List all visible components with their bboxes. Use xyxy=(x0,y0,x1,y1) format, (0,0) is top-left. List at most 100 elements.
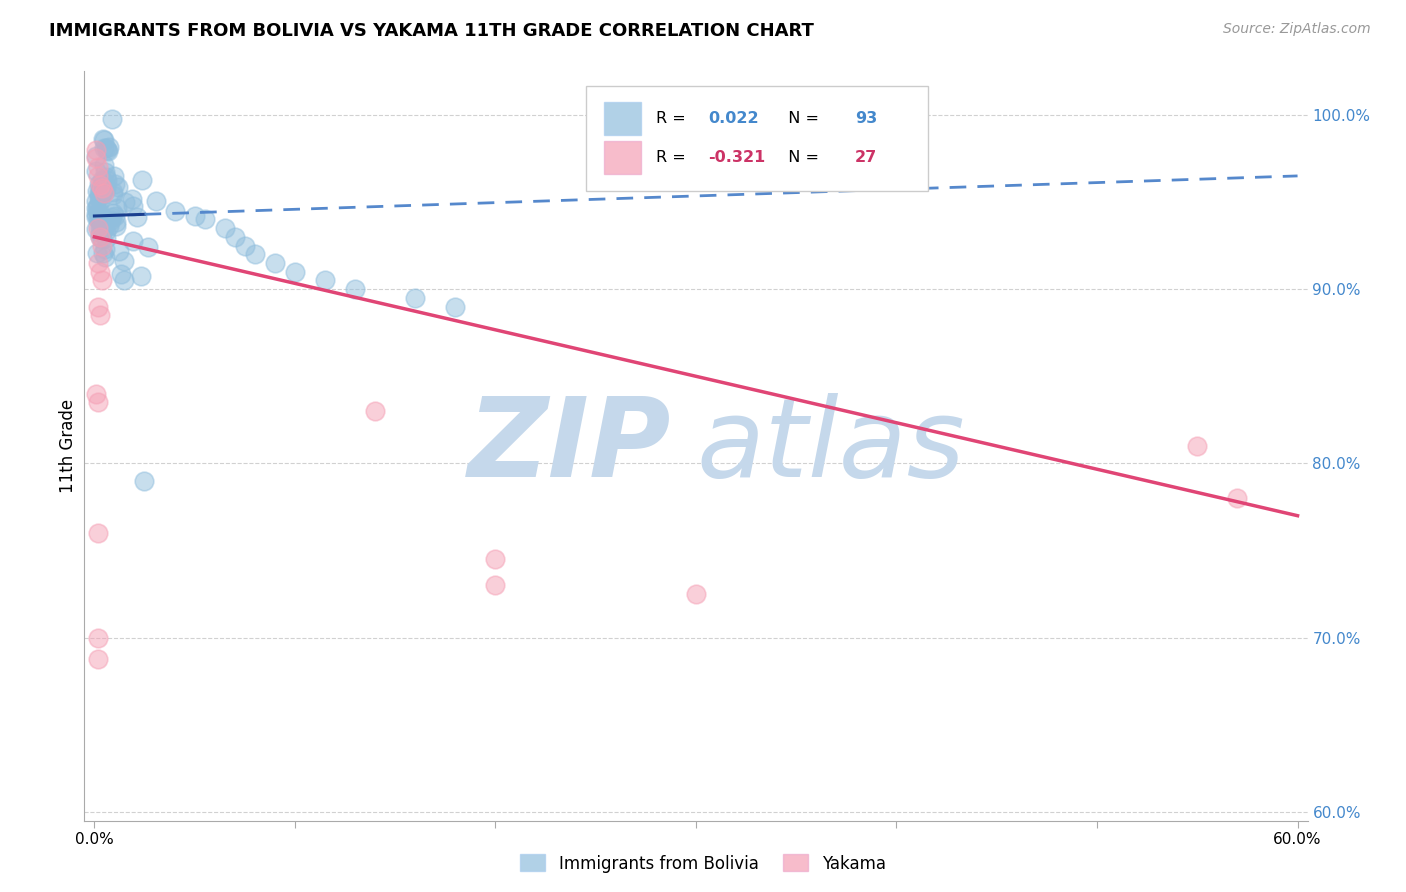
Point xyxy=(96,144,118,158)
Point xyxy=(121,199,143,213)
Point xyxy=(97,144,120,158)
Point xyxy=(1226,491,1249,506)
Point xyxy=(90,209,112,223)
Point xyxy=(87,221,110,235)
Point xyxy=(484,578,506,592)
Point xyxy=(100,210,122,224)
Point xyxy=(93,141,115,155)
Point xyxy=(101,206,124,220)
Point xyxy=(107,244,129,258)
Point xyxy=(93,158,115,172)
Point xyxy=(131,173,153,187)
Point xyxy=(94,170,117,185)
Text: ZIP: ZIP xyxy=(468,392,672,500)
Point xyxy=(87,178,110,192)
Point xyxy=(233,238,256,252)
Point xyxy=(214,221,236,235)
Point xyxy=(100,213,122,227)
Point xyxy=(103,169,125,183)
Text: 0.022: 0.022 xyxy=(709,112,759,126)
Point xyxy=(110,267,132,281)
Text: 27: 27 xyxy=(855,150,877,165)
FancyBboxPatch shape xyxy=(586,87,928,191)
Point xyxy=(93,133,115,147)
Point xyxy=(89,230,111,244)
Point xyxy=(224,230,246,244)
Point xyxy=(101,112,124,126)
Point xyxy=(86,246,108,260)
Point xyxy=(91,181,114,195)
Point xyxy=(87,160,110,174)
Point xyxy=(103,185,125,199)
Point xyxy=(444,300,467,314)
Bar xyxy=(605,141,641,175)
Point xyxy=(91,131,114,145)
Point xyxy=(91,245,114,260)
Point xyxy=(1187,439,1209,453)
Point xyxy=(89,193,111,207)
Point xyxy=(121,192,143,206)
Point xyxy=(90,219,112,233)
Point xyxy=(91,238,114,252)
Point xyxy=(87,526,110,541)
Point xyxy=(91,273,114,287)
Point xyxy=(134,474,156,488)
Text: N =: N = xyxy=(778,112,824,126)
Point xyxy=(404,291,426,305)
Point xyxy=(243,247,266,261)
Point xyxy=(94,184,117,198)
Point xyxy=(87,256,110,270)
Point xyxy=(112,273,135,287)
Point xyxy=(89,226,111,240)
Point xyxy=(91,223,114,237)
Point xyxy=(96,179,118,194)
Point xyxy=(93,165,115,179)
Point xyxy=(129,268,152,283)
Text: N =: N = xyxy=(778,150,824,165)
Point xyxy=(122,234,145,248)
Point xyxy=(101,187,124,202)
Point xyxy=(89,183,111,197)
Point xyxy=(93,221,115,235)
Point xyxy=(87,211,110,226)
Text: atlas: atlas xyxy=(696,392,965,500)
Point xyxy=(89,178,111,192)
Point xyxy=(86,222,108,236)
Point xyxy=(90,187,112,202)
Point xyxy=(94,242,117,256)
Point xyxy=(127,210,149,224)
Text: Source: ZipAtlas.com: Source: ZipAtlas.com xyxy=(1223,22,1371,37)
Point xyxy=(104,210,127,224)
Point xyxy=(86,197,108,211)
Point xyxy=(145,194,167,209)
Point xyxy=(105,215,128,229)
Point xyxy=(112,253,135,268)
Point xyxy=(86,152,108,166)
Point xyxy=(90,232,112,246)
Point xyxy=(91,173,114,187)
Text: R =: R = xyxy=(655,150,690,165)
Bar xyxy=(605,102,641,136)
Point xyxy=(87,631,110,645)
Point xyxy=(86,202,108,216)
Point xyxy=(284,265,307,279)
Point xyxy=(87,206,110,220)
Point xyxy=(344,282,367,296)
Text: -0.321: -0.321 xyxy=(709,150,765,165)
Point xyxy=(98,140,121,154)
Point xyxy=(136,240,159,254)
Point xyxy=(86,202,108,216)
Point xyxy=(97,219,120,233)
Point xyxy=(314,273,336,287)
Point xyxy=(87,651,110,665)
Point xyxy=(89,308,111,322)
Point xyxy=(89,265,111,279)
Point xyxy=(90,184,112,198)
Point xyxy=(89,230,111,244)
Point xyxy=(93,179,115,194)
Point xyxy=(90,216,112,230)
Text: R =: R = xyxy=(655,112,690,126)
Point xyxy=(89,186,111,200)
Point xyxy=(86,184,108,198)
Point xyxy=(89,220,111,235)
